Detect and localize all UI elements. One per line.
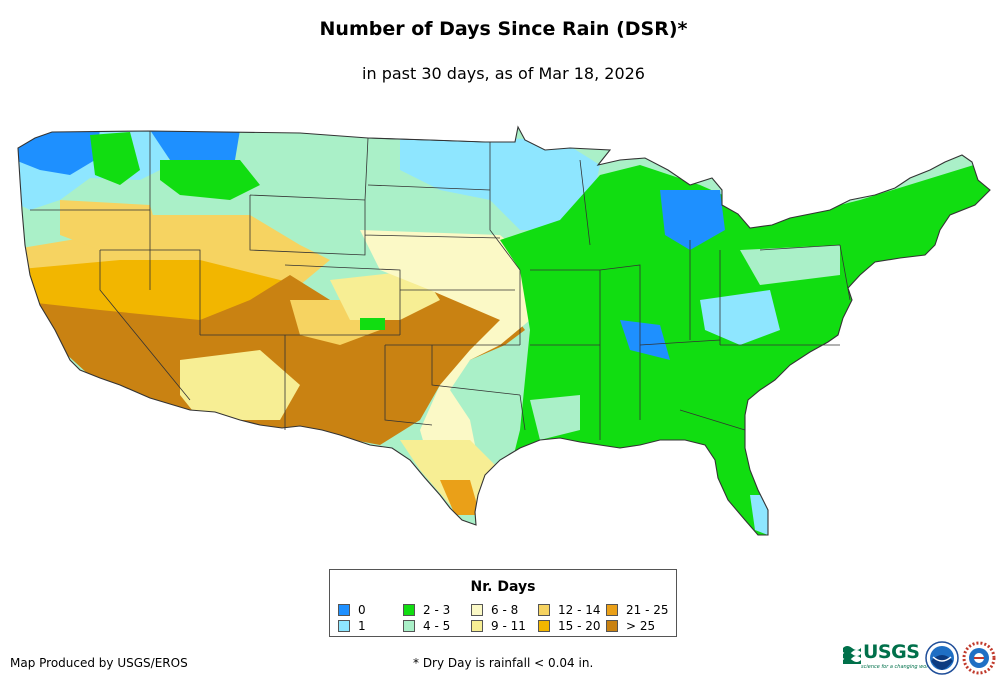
zone-2-3-east	[500, 160, 990, 535]
zone-1-dakotas	[400, 135, 600, 230]
zone-0-ohio-river	[620, 320, 670, 360]
legend-swatch	[538, 604, 550, 616]
zone-2-3-rockies	[160, 160, 260, 200]
usgs-wave-icon	[843, 646, 861, 664]
map-credit: Map Produced by USGS/EROS	[10, 656, 188, 670]
legend: Nr. Days 0 1 2 - 3 4 - 5 6 - 8 9 - 11 12…	[329, 569, 677, 637]
legend-swatch	[606, 604, 618, 616]
zone-4-5-texas-east	[530, 395, 580, 440]
legend-item-9-11: 9 - 11	[471, 620, 526, 632]
zone-0-michigan	[660, 190, 725, 250]
zone-6-8-plains	[360, 230, 530, 480]
dsr-zones	[18, 127, 990, 535]
legend-item-6-8: 6 - 8	[471, 604, 518, 616]
legend-swatch	[606, 620, 618, 632]
zone-2-3-colorado-spot	[360, 318, 385, 330]
dry-day-note: * Dry Day is rainfall < 0.04 in.	[413, 656, 594, 670]
zone-4-5-ny	[740, 245, 840, 285]
zone-0-pnw	[18, 130, 100, 175]
map-title: Number of Days Since Rain (DSR)*	[319, 18, 688, 40]
legend-title: Nr. Days	[470, 579, 536, 595]
legend-swatch	[538, 620, 550, 632]
nws-logo	[962, 641, 996, 675]
legend-swatch	[471, 620, 483, 632]
map-subtitle: in past 30 days, as of Mar 18, 2026	[362, 64, 645, 83]
legend-item-1: 1	[338, 620, 366, 632]
zone-2-3-cascades	[90, 132, 140, 185]
legend-item-2-3: 2 - 3	[403, 604, 450, 616]
zone-9-11-texas	[400, 440, 500, 515]
legend-swatch	[338, 604, 350, 616]
legend-item-0: 0	[338, 604, 366, 616]
legend-item-15-20: 15 - 20	[538, 620, 601, 632]
zone-21-25-texas-south	[440, 480, 480, 515]
zone-9-11-arizona	[180, 350, 300, 420]
zone-12-14-oregon	[60, 200, 160, 250]
noaa-logo	[925, 641, 959, 675]
legend-swatch	[338, 620, 350, 632]
legend-item-21-25: 21 - 25	[606, 604, 669, 616]
state-borders	[17, 125, 991, 536]
legend-item-gt25: > 25	[606, 620, 655, 632]
legend-swatch	[403, 604, 415, 616]
legend-swatch	[403, 620, 415, 632]
legend-item-12-14: 12 - 14	[538, 604, 601, 616]
legend-swatch	[471, 604, 483, 616]
legend-item-4-5: 4 - 5	[403, 620, 450, 632]
usgs-logo: USGS science for a changing world	[843, 641, 933, 673]
